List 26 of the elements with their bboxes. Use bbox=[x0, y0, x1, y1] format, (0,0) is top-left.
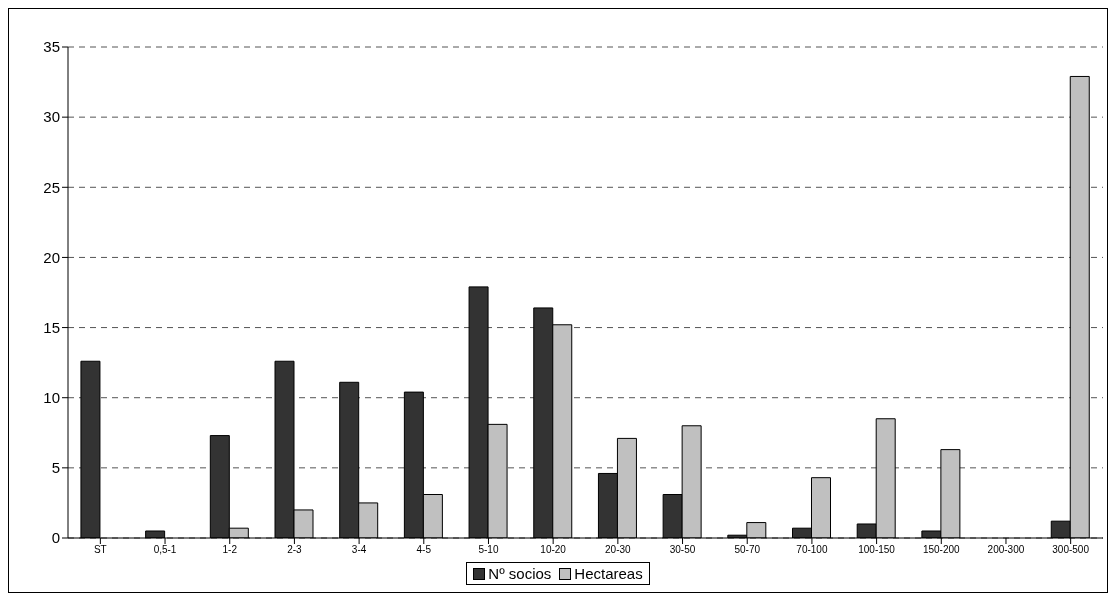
y-tick-label: 25 bbox=[43, 178, 60, 196]
x-tick-label: 300-500 bbox=[1052, 544, 1090, 556]
y-tick-label: 15 bbox=[43, 318, 60, 336]
x-tick-label: 50-70 bbox=[734, 544, 761, 556]
x-tick-label: 0,5-1 bbox=[153, 544, 177, 556]
x-tick-label: 200-300 bbox=[987, 544, 1025, 556]
x-tick-label: 20-30 bbox=[605, 544, 632, 556]
y-tick-label: 10 bbox=[43, 389, 60, 407]
x-tick-label: ST bbox=[93, 544, 107, 556]
x-tick-label: 2-3 bbox=[287, 544, 303, 556]
x-tick-label: 1-2 bbox=[222, 544, 238, 556]
legend-label: Hectareas bbox=[574, 565, 643, 582]
x-tick-label: 70-100 bbox=[796, 544, 828, 556]
y-tick-label: 0 bbox=[51, 529, 60, 547]
x-tick-label: 100-150 bbox=[858, 544, 896, 556]
x-tick-label: 5-10 bbox=[478, 544, 499, 556]
x-tick-label: 30-50 bbox=[669, 544, 696, 556]
x-tick-label: 10-20 bbox=[540, 544, 567, 556]
x-tick-label: 3-4 bbox=[351, 544, 367, 556]
legend-label: Nº socios bbox=[488, 565, 552, 582]
y-tick-label: 35 bbox=[43, 38, 60, 56]
y-tick-label: 30 bbox=[43, 108, 60, 126]
x-tick-label: 4-5 bbox=[416, 544, 432, 556]
y-tick-label: 5 bbox=[51, 459, 60, 477]
y-tick-label: 20 bbox=[43, 248, 60, 266]
x-tick-label: 150-200 bbox=[922, 544, 961, 556]
